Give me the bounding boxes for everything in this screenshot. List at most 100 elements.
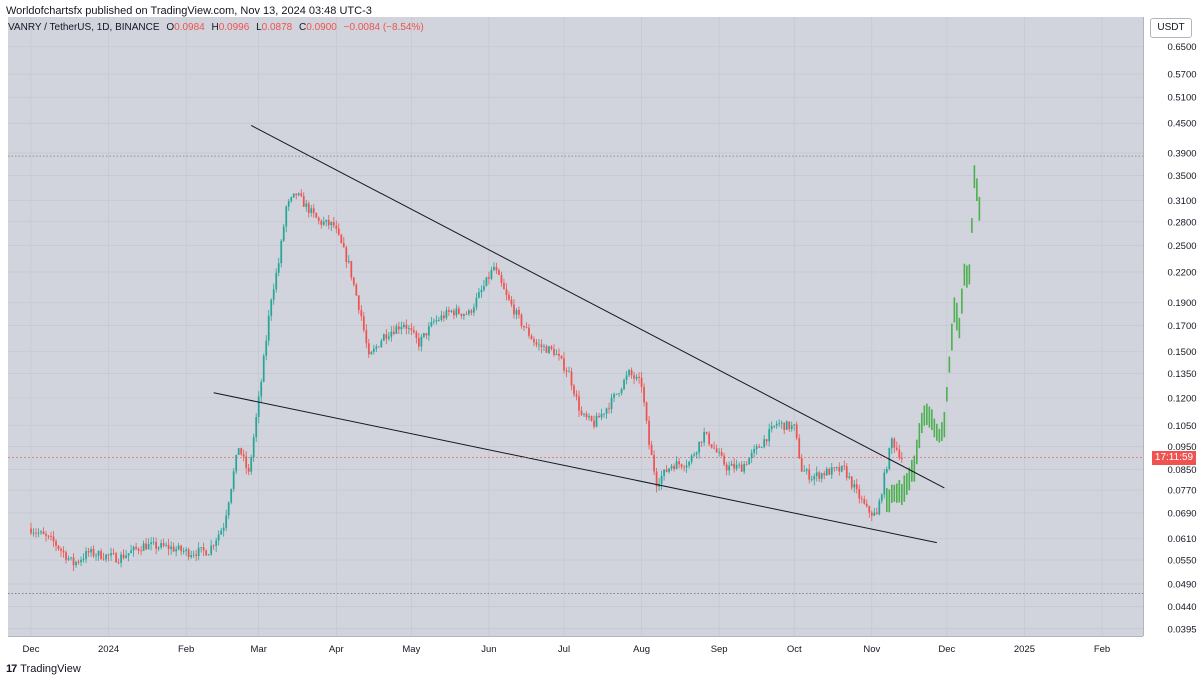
candle-body	[30, 528, 32, 534]
candle-body	[898, 449, 901, 458]
candle-body	[357, 295, 360, 310]
candle-body	[257, 396, 260, 418]
candle-body	[513, 304, 515, 315]
candle-body	[50, 536, 52, 537]
trendline-lower	[213, 392, 937, 544]
candle-body	[240, 448, 243, 455]
candle-body	[307, 203, 310, 213]
candle-body	[277, 263, 280, 273]
candle-body	[605, 408, 608, 414]
candle-body	[222, 527, 225, 531]
candle-body	[342, 242, 345, 248]
candle-body	[670, 465, 673, 469]
candle-body	[67, 558, 70, 560]
candle-body	[780, 422, 783, 424]
candle-body	[678, 461, 680, 465]
time-axis-tick-label: Apr	[329, 644, 344, 655]
tradingview-footer[interactable]: 17 TradingView	[6, 663, 81, 675]
candle-body	[558, 353, 560, 356]
candle-body	[823, 473, 826, 476]
candle-body	[683, 466, 685, 468]
candle-body	[555, 353, 558, 355]
candle-body	[608, 408, 610, 410]
time-axis-labels: Dec 2024 Feb Mar Apr May Jun Jul Aug Sep Oct Nov Dec…	[23, 644, 1111, 655]
candle-body	[170, 546, 173, 549]
price-axis-tick-label: 0.3500	[1167, 171, 1196, 182]
candle-body	[292, 193, 295, 198]
candle-body	[205, 550, 208, 556]
candle-body	[888, 448, 891, 470]
candle-body	[880, 494, 883, 501]
currency-button[interactable]: USDT	[1150, 18, 1192, 38]
candle-body	[585, 413, 588, 418]
candle-body	[860, 498, 863, 500]
candle-body	[242, 454, 245, 457]
candle-body	[693, 454, 695, 456]
candle-body	[855, 484, 858, 489]
candle-body	[190, 555, 193, 558]
candle-body	[302, 196, 305, 207]
candle-body	[783, 422, 786, 430]
candle-body	[340, 234, 343, 243]
candle-body	[225, 515, 228, 528]
candle-body	[580, 410, 583, 415]
candle-body	[210, 545, 213, 555]
candle-body	[763, 439, 766, 448]
candle-body	[815, 472, 818, 477]
candle-body	[290, 197, 293, 202]
low-label: L	[256, 22, 262, 33]
candle-body	[833, 467, 836, 469]
candle-body	[560, 355, 563, 359]
candle-body	[310, 208, 313, 213]
candle-body	[808, 469, 811, 480]
candle-body	[503, 282, 505, 290]
time-axis-tick-label: Feb	[178, 644, 194, 655]
price-axis-tick-label: 0.0395	[1167, 624, 1196, 635]
candle-body	[828, 468, 831, 475]
candle-body	[538, 344, 540, 346]
tradingview-logo-text: TradingView	[20, 663, 81, 675]
price-axis-tick-label: 0.1050	[1167, 421, 1196, 432]
candle-body	[738, 464, 741, 466]
price-axis-labels: 0.6500 0.5700 0.5100 0.4500 0.3900 0.3500 0.31…	[1167, 42, 1196, 635]
price-axis-tick-label: 0.0550	[1167, 556, 1196, 567]
high-value: 0.0996	[218, 22, 250, 33]
candle-body	[603, 413, 605, 415]
open-value: 0.0984	[174, 22, 205, 33]
candle-body	[785, 421, 788, 430]
symbol-name: VANRY / TetherUS, 1D, BINANCE	[8, 22, 160, 33]
candle-body	[117, 562, 120, 564]
candle-body	[52, 536, 55, 542]
candle-body	[735, 464, 738, 469]
candle-body	[237, 448, 240, 456]
candle-body	[818, 472, 821, 479]
price-axis-tick-label: 0.2200	[1167, 267, 1196, 278]
candle-body	[322, 221, 325, 225]
time-axis-tick-label: Feb	[1094, 644, 1110, 655]
candle-body	[473, 307, 475, 313]
candle-body	[520, 314, 523, 326]
candle-body	[107, 554, 110, 556]
candle-body	[245, 456, 248, 469]
close-label: C	[299, 22, 307, 33]
candle-body	[82, 558, 85, 560]
candle-body	[455, 308, 458, 316]
candle-body	[760, 447, 763, 448]
candle-body	[830, 467, 833, 475]
time-axis-tick-label: Dec	[938, 644, 955, 655]
candle-body	[590, 416, 593, 421]
candle-body	[380, 340, 383, 347]
candle-body	[142, 543, 145, 551]
candle-body	[427, 326, 430, 336]
candle-body	[272, 289, 275, 300]
candle-body	[422, 333, 425, 337]
candle-body	[187, 549, 190, 558]
candle-body	[633, 375, 635, 379]
candle-body	[765, 439, 768, 442]
candle-body	[638, 376, 640, 378]
candle-body	[685, 465, 688, 468]
candle-body	[863, 499, 866, 504]
candle-body	[563, 358, 565, 371]
